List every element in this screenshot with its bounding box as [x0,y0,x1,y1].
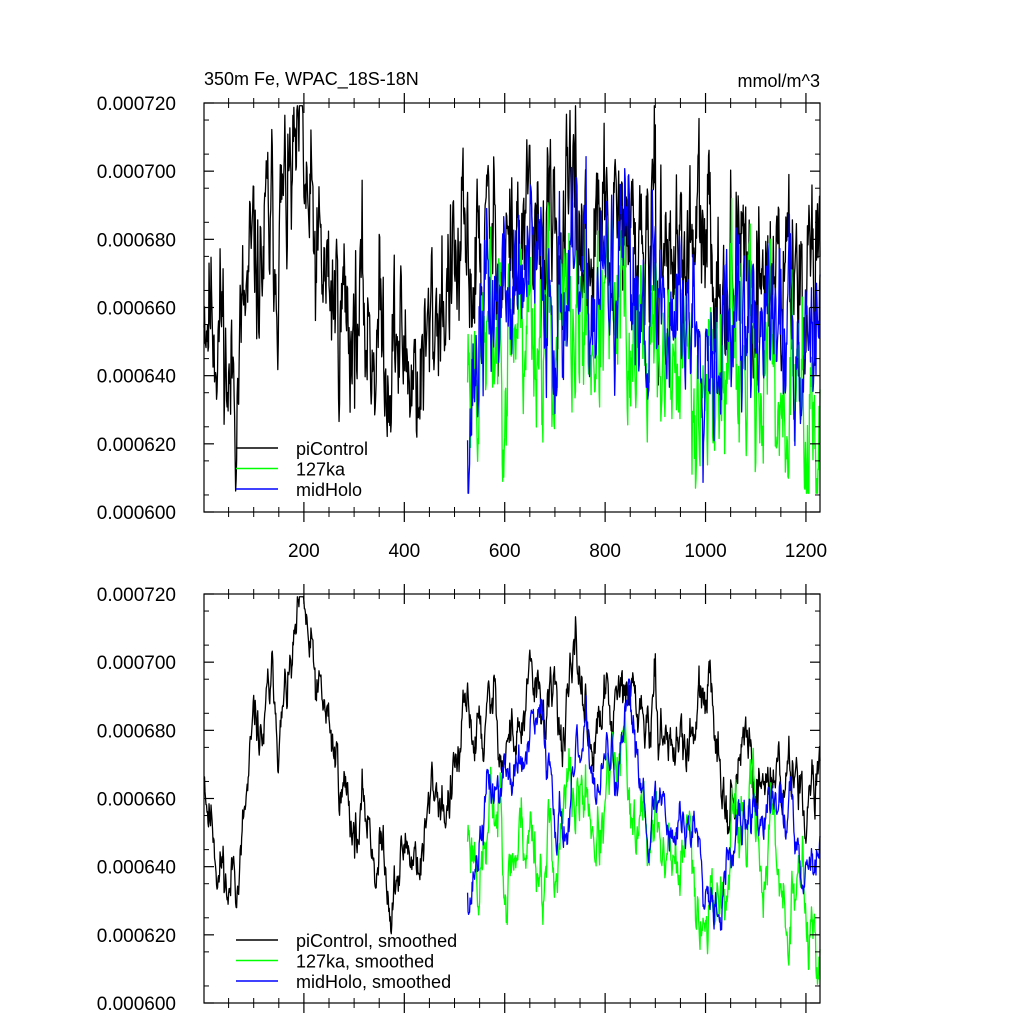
y-tick-label: 0.000660 [97,299,176,320]
x-tick-label: 400 [388,541,420,562]
top-chart-panel: 350m Fe, WPAC_18S-18N mmol/m^3 0.0006000… [97,69,827,562]
legend-label-1: 127ka [296,460,346,480]
legend-label-0: piControl, smoothed [296,931,457,951]
bottom-series-group [203,596,821,985]
y-tick-label: 0.000680 [97,721,176,742]
y-tick-label: 0.000700 [97,653,176,674]
chart-title: 350m Fe, WPAC_18S-18N [204,69,419,90]
y-tick-label: 0.000600 [97,503,176,524]
bottom-chart-panel: 0.000600 0.000620 0.000640 0.000660 0.000680… [97,584,821,1015]
x-tick-label: 1000 [684,541,726,562]
series-line-0 [203,105,821,492]
y-tick-label: 0.000720 [97,94,176,115]
x-tick-label: 200 [288,541,320,562]
y-tick-label: 0.000680 [97,230,176,251]
legend-label-0: piControl [296,439,368,459]
legend-label-1: 127ka, smoothed [296,952,434,972]
units-label: mmol/m^3 [738,71,820,91]
y-tick-label: 0.000620 [97,435,176,456]
legend-label-2: midHolo [296,480,362,500]
series-line-2 [466,678,821,931]
x-tick-label: 800 [589,541,621,562]
y-tick-label: 0.000640 [97,367,176,388]
series-line-1 [466,710,821,985]
x-tick-label: 600 [489,541,521,562]
y-tick-label: 0.000660 [97,790,176,811]
y-tick-label: 0.000640 [97,858,176,879]
y-tick-label: 0.000600 [97,994,176,1015]
y-tick-label: 0.000700 [97,162,176,183]
bottom-axes: 0.000600 0.000620 0.000640 0.000660 0.000680… [97,584,821,1015]
legend-label-2: midHolo, smoothed [296,972,451,992]
series-line-0 [203,596,821,935]
top-axes: 0.000600 0.000620 0.000640 0.000660 0.000680… [97,93,827,562]
top-series-group [203,105,821,494]
x-tick-label: 1200 [785,541,827,562]
y-tick-label: 0.000720 [97,585,176,606]
y-tick-label: 0.000620 [97,926,176,947]
series-line-2 [466,156,821,494]
